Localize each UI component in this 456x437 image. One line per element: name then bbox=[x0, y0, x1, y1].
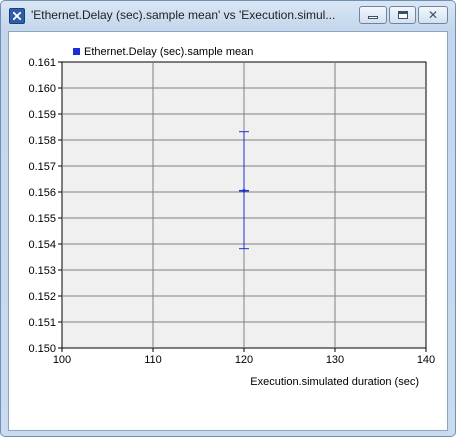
x-axis-ticks: 100 110 120 130 140 bbox=[53, 348, 435, 366]
series-layer bbox=[239, 131, 249, 250]
y-tick-label: 0.155 bbox=[28, 213, 56, 225]
y-tick-label: 0.153 bbox=[28, 265, 56, 277]
y-tick-label: 0.157 bbox=[28, 161, 56, 173]
legend: Ethernet.Delay (sec).sample mean bbox=[73, 46, 253, 58]
close-button[interactable]: ✕ bbox=[418, 6, 448, 24]
x-tick-label: 130 bbox=[326, 354, 344, 366]
data-point bbox=[242, 189, 246, 193]
y-tick-label: 0.150 bbox=[28, 343, 56, 355]
minimize-button[interactable] bbox=[359, 6, 387, 24]
y-tick-label: 0.154 bbox=[28, 239, 56, 251]
y-tick-label: 0.156 bbox=[28, 187, 56, 199]
minimize-icon bbox=[368, 16, 378, 19]
y-tick-label: 0.151 bbox=[28, 317, 56, 329]
y-tick-label: 0.161 bbox=[28, 57, 56, 69]
maximize-button[interactable] bbox=[389, 6, 416, 24]
window-title: 'Ethernet.Delay (sec).sample mean' vs 'E… bbox=[31, 8, 336, 22]
x-tick-label: 100 bbox=[53, 354, 71, 366]
close-icon: ✕ bbox=[428, 8, 439, 22]
legend-swatch bbox=[73, 48, 80, 55]
y-tick-label: 0.158 bbox=[28, 135, 56, 147]
chart: 0.150 0.151 0.152 0.153 0.154 0.155 0.156 0.157… bbox=[28, 46, 435, 388]
maximize-icon bbox=[398, 11, 408, 19]
y-tick-label: 0.160 bbox=[28, 83, 56, 95]
x-tick-label: 110 bbox=[144, 354, 162, 366]
chart-area: 0.150 0.151 0.152 0.153 0.154 0.155 0.156 0.157… bbox=[8, 31, 448, 431]
x-axis-label: Execution.simulated duration (sec) bbox=[250, 376, 419, 388]
y-axis-ticks: 0.150 0.151 0.152 0.153 0.154 0.155 0.156 0.157… bbox=[28, 57, 62, 355]
y-tick-label: 0.159 bbox=[28, 109, 56, 121]
chart-window-icon[interactable] bbox=[9, 8, 25, 24]
x-tick-label: 120 bbox=[235, 354, 253, 366]
title-bar[interactable]: 'Ethernet.Delay (sec).sample mean' vs 'E… bbox=[1, 1, 455, 31]
legend-label: Ethernet.Delay (sec).sample mean bbox=[84, 46, 253, 58]
grid-lines bbox=[62, 62, 426, 348]
y-tick-label: 0.152 bbox=[28, 291, 56, 303]
x-tick-label: 140 bbox=[417, 354, 435, 366]
